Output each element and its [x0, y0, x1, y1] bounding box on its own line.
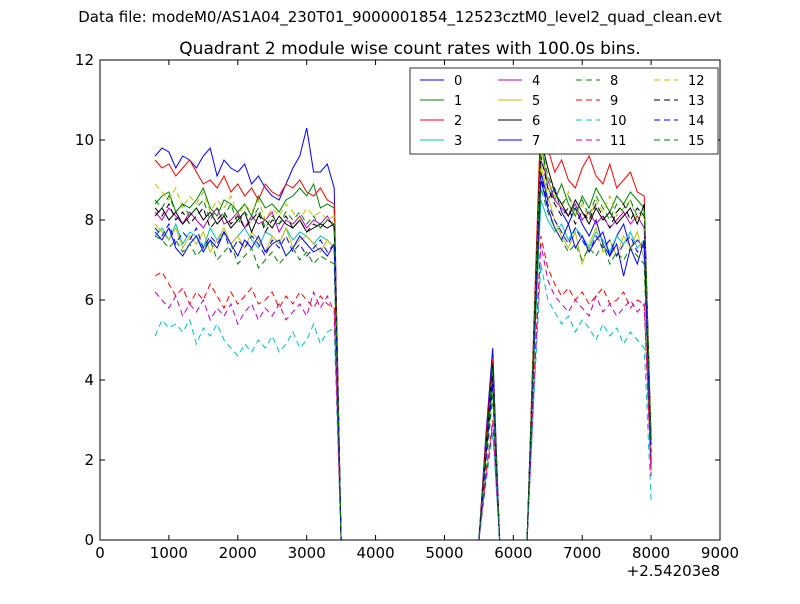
- legend-entry-8: 8: [576, 74, 618, 89]
- legend-label: 9: [610, 94, 618, 109]
- series-line-4: [154, 159, 652, 541]
- x-tick-label: 6000: [494, 544, 532, 562]
- legend-label: 15: [688, 134, 705, 149]
- legend-label: 1: [454, 94, 462, 109]
- x-tick-label: 4000: [356, 544, 394, 562]
- legend-entry-13: 13: [654, 94, 705, 109]
- plot-lines: [154, 111, 652, 541]
- y-tick-label: 10: [75, 131, 94, 149]
- legend-label: 2: [454, 114, 462, 129]
- legend-entry-0: 0: [420, 74, 462, 89]
- x-tick-label: 3000: [288, 544, 326, 562]
- legend-entry-5: 5: [498, 94, 540, 109]
- legend-label: 4: [532, 74, 540, 89]
- axis-ticks: 0 1000 2000 3000 4000 5000 6000 7000 8000 9000 0 2 4…: [75, 51, 739, 562]
- x-tick-label: 1000: [150, 544, 188, 562]
- y-tick-label: 8: [84, 211, 94, 229]
- legend-entry-14: 14: [654, 114, 705, 129]
- legend-label: 6: [532, 114, 540, 129]
- legend-label: 5: [532, 94, 540, 109]
- y-tick-label: 6: [84, 291, 94, 309]
- legend-entry-2: 2: [420, 114, 462, 129]
- legend-label: 13: [688, 94, 705, 109]
- legend-label: 0: [454, 74, 462, 89]
- legend-entry-10: 10: [576, 114, 627, 129]
- series-line-1: [154, 139, 652, 541]
- chart-title: Quadrant 2 module wise count rates with …: [179, 39, 640, 59]
- legend-entry-12: 12: [654, 74, 705, 89]
- legend-entry-7: 7: [498, 134, 540, 149]
- series-line-3: [154, 199, 652, 541]
- y-tick-label: 4: [84, 371, 94, 389]
- legend-entry-1: 1: [420, 94, 462, 109]
- x-tick-label: 0: [95, 544, 105, 562]
- x-tick-label: 8000: [632, 544, 670, 562]
- legend-label: 3: [454, 134, 462, 149]
- series-line-2: [154, 111, 652, 541]
- series-line-10: [154, 263, 652, 541]
- series-line-6: [154, 139, 652, 541]
- series-line-11: [154, 243, 652, 541]
- y-tick-label: 12: [75, 51, 94, 69]
- x-offset-label: +2.54203e8: [627, 562, 720, 580]
- legend-label: 7: [532, 134, 540, 149]
- legend-entry-15: 15: [654, 134, 705, 149]
- series-line-7: [154, 179, 652, 541]
- figure-suptitle: Data file: modeM0/AS1A04_230T01_90000018…: [78, 8, 722, 26]
- x-tick-label: 7000: [563, 544, 601, 562]
- legend-entry-6: 6: [498, 114, 540, 129]
- legend-entry-11: 11: [576, 134, 627, 149]
- legend-label: 11: [610, 134, 627, 149]
- x-tick-label: 5000: [425, 544, 463, 562]
- legend-label: 8: [610, 74, 618, 89]
- series-line-9: [154, 235, 652, 541]
- legend-entry-9: 9: [576, 94, 618, 109]
- legend-entry-4: 4: [498, 74, 540, 89]
- y-tick-label: 2: [84, 451, 94, 469]
- x-tick-label: 9000: [701, 544, 739, 562]
- series-line-14: [154, 175, 652, 541]
- legend-entry-3: 3: [420, 134, 462, 149]
- legend-label: 12: [688, 74, 705, 89]
- x-tick-label: 2000: [219, 544, 257, 562]
- y-tick-label: 0: [84, 531, 94, 549]
- legend-label: 10: [610, 114, 627, 129]
- legend-label: 14: [688, 114, 705, 129]
